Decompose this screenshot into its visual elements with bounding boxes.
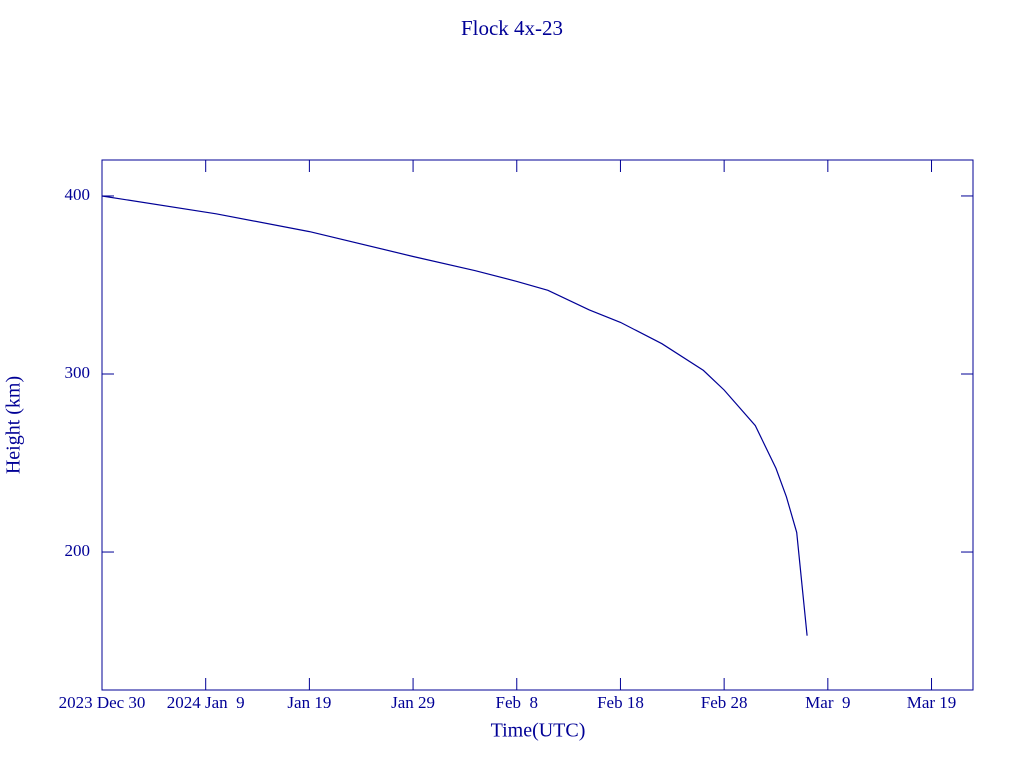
x-tick-label: 2023 Dec 30 [59, 693, 146, 712]
x-tick-label: Jan 19 [287, 693, 331, 712]
x-tick-label: Jan 29 [391, 693, 435, 712]
chart-title: Flock 4x-23 [461, 16, 563, 40]
y-axis-label: Height (km) [3, 376, 25, 474]
x-tick-label: Feb 28 [701, 693, 748, 712]
x-tick-label: Feb 8 [496, 693, 539, 712]
x-axis-label: Time(UTC) [491, 720, 586, 742]
y-tick-label: 200 [65, 541, 91, 560]
data-line [101, 195, 808, 636]
y-tick-label: 300 [65, 363, 91, 382]
plot-frame [101, 159, 974, 691]
x-tick-label: Mar 19 [907, 693, 957, 712]
x-tick-label: 2024 Jan 9 [167, 693, 245, 712]
x-tick-label: Mar 9 [805, 693, 850, 712]
y-tick-label: 400 [65, 185, 91, 204]
x-tick-label: Feb 18 [597, 693, 644, 712]
